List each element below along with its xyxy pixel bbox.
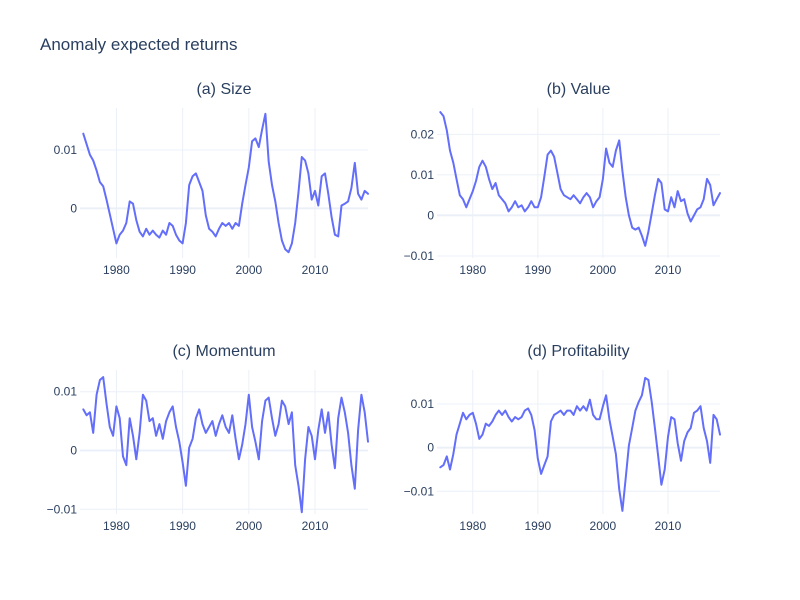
size-x-tick-label: 2010 (302, 263, 329, 277)
momentum-x-tick-label: 1990 (169, 519, 196, 533)
size-subplot-title: (a) Size (196, 81, 251, 98)
subplot-profitability: 1980 1990 2000 2010 −0.01 0 0.01 (d) Profitabil… (404, 343, 721, 533)
profitability-x-tick-label: 2010 (655, 519, 682, 533)
momentum-series-line (82, 376, 369, 514)
profitability-y-tick-label: 0.01 (411, 397, 435, 411)
size-y-tick-label: 0 (70, 201, 77, 215)
value-x-tick-label: 2010 (655, 263, 682, 277)
size-y-tick-label: 0.01 (54, 143, 78, 157)
momentum-y-tick-label: −0.01 (47, 502, 78, 516)
subplot-grid: 1980 1990 2000 2010 0 0.01 (a) Size 1980 1990 200… (47, 81, 721, 533)
size-x-tick-label: 1980 (103, 263, 130, 277)
subplot-momentum: 1980 1990 2000 2010 −0.01 0 0.01 (c) Momentum (47, 343, 369, 533)
value-subplot-title: (b) Value (547, 81, 611, 98)
profitability-x-tick-label: 2000 (590, 519, 617, 533)
momentum-y-tick-label: 0 (70, 444, 77, 458)
subplot-value: 1980 1990 2000 2010 −0.01 0 0.01 0.02 (b) Value (404, 81, 721, 277)
value-series-line (439, 111, 721, 247)
figure-title: Anomaly expected returns (40, 35, 238, 54)
momentum-x-tick-label: 2000 (235, 519, 262, 533)
value-x-tick-label: 2000 (590, 263, 617, 277)
value-y-tick-label: 0.01 (411, 168, 435, 182)
size-series-line (82, 112, 369, 254)
value-x-tick-label: 1990 (524, 263, 551, 277)
value-x-tick-label: 1980 (459, 263, 486, 277)
size-x-tick-label: 2000 (235, 263, 262, 277)
profitability-x-tick-label: 1990 (524, 519, 551, 533)
profitability-series-line (439, 376, 721, 512)
momentum-y-tick-label: 0.01 (54, 385, 78, 399)
profitability-subplot-title: (d) Profitability (527, 343, 629, 360)
value-y-tick-label: 0 (427, 208, 434, 222)
size-x-tick-label: 1990 (169, 263, 196, 277)
profitability-x-tick-label: 1980 (459, 519, 486, 533)
profitability-y-tick-label: 0 (427, 441, 434, 455)
momentum-x-tick-label: 2010 (302, 519, 329, 533)
value-y-tick-label: 0.02 (411, 127, 435, 141)
value-y-tick-label: −0.01 (404, 249, 435, 263)
subplot-size: 1980 1990 2000 2010 0 0.01 (a) Size (54, 81, 369, 277)
momentum-x-tick-label: 1980 (103, 519, 130, 533)
momentum-subplot-title: (c) Momentum (172, 343, 275, 360)
profitability-y-tick-label: −0.01 (404, 484, 435, 498)
